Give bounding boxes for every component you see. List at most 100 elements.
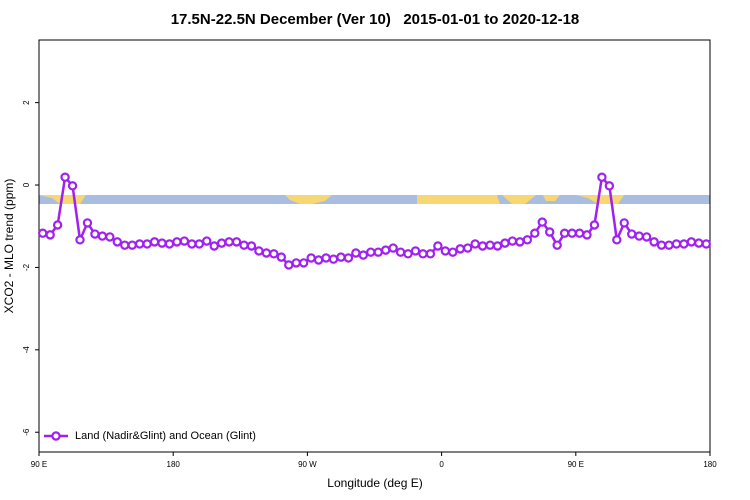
x-tick-label: 180 <box>167 460 181 469</box>
point <box>321 253 331 263</box>
point <box>75 235 85 245</box>
point <box>388 243 398 253</box>
point <box>313 255 324 265</box>
point <box>574 228 585 238</box>
point <box>343 253 354 263</box>
point <box>358 250 369 260</box>
point <box>187 239 197 249</box>
point <box>194 239 204 249</box>
y-tick-label: -2 <box>22 263 31 271</box>
point <box>239 240 249 250</box>
point <box>269 249 279 259</box>
point <box>246 241 257 251</box>
land-patch <box>502 195 536 204</box>
point <box>582 230 592 240</box>
point <box>649 237 659 247</box>
point <box>515 237 525 247</box>
point <box>127 240 137 250</box>
chart-title: 17.5N-22.5N December (Ver 10) 2015-01-01… <box>171 11 580 28</box>
point <box>612 235 622 245</box>
point <box>418 249 428 259</box>
point <box>328 254 339 264</box>
point <box>142 239 152 249</box>
point <box>366 247 376 257</box>
point <box>380 245 391 255</box>
point <box>679 239 689 249</box>
point <box>134 239 145 249</box>
point <box>522 235 533 245</box>
x-tick-label: 90 W <box>298 460 317 469</box>
point <box>105 232 115 242</box>
y-tick-label: -6 <box>22 428 31 436</box>
point <box>448 247 458 257</box>
y-tick-label: 0 <box>22 182 31 187</box>
point <box>298 258 309 268</box>
point <box>403 249 413 259</box>
point <box>261 248 272 258</box>
point <box>336 252 346 262</box>
x-tick-label: 0 <box>439 460 444 469</box>
point <box>500 238 510 248</box>
point <box>686 237 697 247</box>
legend-label: Land (Nadir&Glint) and Ocean (Glint) <box>75 430 256 442</box>
point <box>216 238 227 248</box>
point <box>567 228 577 238</box>
point <box>537 217 547 227</box>
x-tick-label: 90 E <box>31 460 47 469</box>
land-patch <box>543 195 560 201</box>
point <box>373 247 383 257</box>
point <box>634 231 644 241</box>
point <box>589 220 600 230</box>
point <box>179 236 190 246</box>
point <box>671 239 682 249</box>
point <box>67 181 78 191</box>
point <box>306 253 316 263</box>
point <box>477 241 488 251</box>
point <box>395 247 406 257</box>
point <box>276 252 287 262</box>
point <box>455 244 465 254</box>
y-tick-label: -4 <box>22 346 31 354</box>
point <box>604 181 615 191</box>
point <box>492 241 503 251</box>
point <box>149 237 160 247</box>
point <box>410 246 421 256</box>
point <box>694 238 704 248</box>
point <box>120 240 130 250</box>
point <box>291 258 301 268</box>
point <box>351 248 361 258</box>
x-tick-label: 90 E <box>568 460 584 469</box>
y-axis-label: XCO2 - MLO trend (ppm) <box>2 179 16 314</box>
point <box>627 229 637 239</box>
point <box>425 249 436 259</box>
point <box>485 240 495 250</box>
x-axis-label: Longitude (deg E) <box>327 476 422 490</box>
point <box>202 236 212 246</box>
point <box>433 241 443 251</box>
point <box>224 237 234 247</box>
point <box>164 239 175 249</box>
point <box>559 228 570 238</box>
land-patch <box>417 195 500 204</box>
legend-marker <box>51 431 61 441</box>
point <box>254 246 264 256</box>
point <box>82 218 93 228</box>
point <box>90 229 100 239</box>
land-patch <box>285 195 332 204</box>
point <box>701 239 711 249</box>
point <box>656 240 667 250</box>
point <box>597 172 607 182</box>
y-tick-label: 2 <box>22 100 31 105</box>
point <box>507 236 518 246</box>
point <box>641 232 652 242</box>
point <box>45 230 55 240</box>
point <box>112 237 122 247</box>
point <box>38 228 48 238</box>
point <box>52 220 63 230</box>
point <box>470 239 480 249</box>
point <box>284 260 294 270</box>
point <box>619 218 629 228</box>
point <box>209 241 219 251</box>
point <box>231 237 242 247</box>
